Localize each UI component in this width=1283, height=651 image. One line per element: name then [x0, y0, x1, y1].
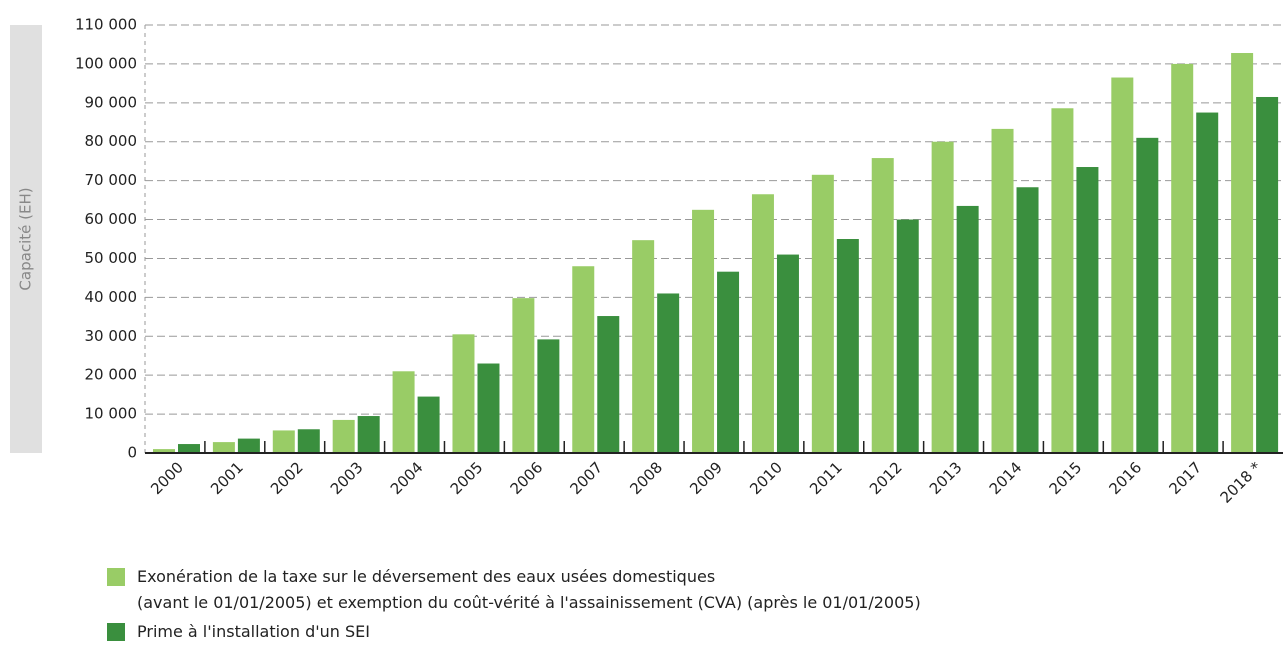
x-tick-label: 2006	[507, 458, 547, 498]
bar	[297, 429, 320, 453]
bar	[597, 316, 620, 453]
x-tick-label: 2017	[1165, 458, 1205, 498]
bar	[811, 174, 834, 454]
x-tick-label: 2018 *	[1217, 458, 1266, 507]
bar	[332, 419, 355, 453]
y-label-box	[10, 25, 42, 453]
bar	[657, 293, 680, 453]
bar	[512, 298, 535, 453]
legend-swatch	[107, 623, 125, 641]
x-tick-label: 2015	[1046, 458, 1086, 498]
y-tick-label: 0	[127, 444, 137, 462]
y-tick-label: 40 000	[85, 288, 138, 306]
bar	[237, 438, 260, 453]
bar	[991, 128, 1014, 453]
bar	[1111, 77, 1134, 453]
y-tick-label: 50 000	[85, 249, 138, 267]
legend-item: Prime à l'installation d'un SEI	[107, 619, 370, 645]
y-tick-label: 30 000	[85, 327, 138, 345]
y-tick-label: 20 000	[85, 366, 138, 384]
y-tick-label: 100 000	[75, 54, 137, 72]
bar	[1196, 112, 1219, 453]
bar	[392, 371, 415, 453]
bar	[1171, 63, 1194, 454]
bar	[477, 363, 500, 453]
bar	[452, 334, 475, 453]
bar	[178, 444, 200, 453]
bar	[537, 339, 560, 453]
y-tick-label: 10 000	[85, 405, 138, 423]
x-tick-label: 2016	[1106, 458, 1146, 498]
bar	[751, 194, 774, 453]
bar	[1051, 108, 1074, 454]
bar	[1231, 53, 1254, 453]
x-tick-label: 2000	[147, 458, 187, 498]
x-tick-label: 2005	[447, 458, 487, 498]
bar	[1076, 167, 1099, 453]
y-tick-label: 60 000	[85, 210, 138, 228]
bar	[692, 209, 715, 453]
bar	[1016, 187, 1039, 453]
x-tick-label: 2009	[686, 458, 726, 498]
x-tick-label: 2008	[626, 458, 666, 498]
bar	[572, 266, 595, 453]
y-tick-label: 80 000	[85, 132, 138, 150]
bar	[212, 442, 235, 453]
bar	[1136, 137, 1159, 453]
x-tick-label: 2012	[866, 458, 906, 498]
legend-label: Exonération de la taxe sur le déversemen…	[137, 567, 921, 612]
legend-swatch	[107, 568, 125, 586]
legend-label: Prime à l'installation d'un SEI	[137, 622, 370, 641]
y-axis-label: Capacité (EH)	[17, 187, 35, 290]
bar	[776, 254, 799, 453]
chart: Capacité (EH) 0 10 000 20 000 30 000 40 000 5…	[10, 16, 1283, 507]
x-tick-label: 2001	[207, 458, 247, 498]
x-tick-label: 2003	[327, 458, 367, 498]
y-tick-label: 110 000	[75, 16, 137, 34]
x-tick-label: 2011	[806, 458, 846, 498]
bar	[153, 449, 175, 453]
bar	[871, 158, 894, 453]
bar	[1256, 96, 1279, 454]
bar	[717, 271, 740, 453]
x-tick-label: 2002	[267, 458, 307, 498]
bar	[417, 396, 440, 453]
legend-item: Exonération de la taxe sur le déversemen…	[107, 564, 921, 616]
bar	[272, 430, 295, 453]
bar	[632, 240, 655, 453]
x-tick-label: 2014	[986, 458, 1026, 498]
y-tick-label: 70 000	[85, 171, 138, 189]
bar	[931, 141, 954, 453]
bar	[836, 239, 859, 453]
y-tick-label: 90 000	[85, 93, 138, 111]
bar	[956, 205, 979, 453]
x-tick-label: 2004	[387, 458, 427, 498]
x-tick-label: 2013	[926, 458, 966, 498]
bar	[357, 416, 380, 453]
bar	[896, 219, 919, 453]
x-tick-label: 2010	[746, 458, 786, 498]
x-tick-label: 2007	[566, 458, 606, 498]
